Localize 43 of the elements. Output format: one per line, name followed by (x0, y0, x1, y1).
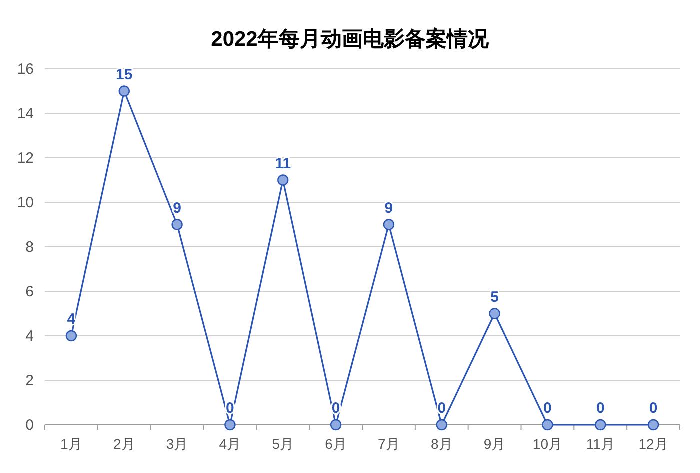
point (224, 419, 236, 431)
x-tick-label: 10月 (532, 436, 562, 452)
data-label: 9 (173, 200, 182, 217)
x-tick-label: 3月 (166, 436, 188, 452)
x-tick-label: 1月 (60, 436, 82, 452)
x-tick-label: 11月 (586, 436, 615, 452)
y-tick-label: 6 (26, 284, 34, 300)
data-label: 9 (384, 200, 394, 217)
data-label: 0 (596, 400, 605, 417)
x-tick-label: 8月 (430, 436, 453, 452)
point (330, 419, 342, 431)
data-label: 15 (116, 66, 133, 84)
point (278, 174, 289, 186)
data-label: 0 (544, 400, 552, 417)
point (118, 86, 130, 97)
point (648, 419, 660, 431)
x-tick-label: 12月 (638, 436, 668, 452)
y-tick-label: 2 (26, 372, 34, 390)
x-tick-label: 2月 (113, 436, 136, 452)
y-tick-label: 8 (26, 239, 34, 256)
data-label: 0 (438, 400, 446, 417)
y-tick-label: 14 (17, 106, 34, 122)
chart-title: 2022年每月动画电影备案情况 (211, 27, 490, 51)
point (436, 419, 448, 431)
y-tick-label: 10 (17, 194, 34, 212)
x-tick-label: 9月 (484, 436, 506, 452)
x-tick-label: 5月 (272, 436, 294, 452)
y-tick-label: 4 (26, 328, 34, 345)
y-tick-label: 12 (17, 150, 34, 167)
x-tick-label: 6月 (325, 436, 347, 452)
point (66, 330, 78, 342)
y-tick-label: 16 (17, 61, 34, 78)
data-label: 0 (649, 400, 658, 417)
data-label: 11 (275, 155, 292, 172)
y-tick-label: 0 (26, 417, 34, 434)
x-tick-label: 4月 (219, 436, 242, 452)
point (489, 308, 500, 320)
point (542, 419, 554, 431)
x-tick-label: 7月 (378, 436, 400, 452)
data-label: 5 (490, 288, 499, 306)
point (172, 219, 183, 230)
point (383, 219, 395, 230)
point (595, 419, 606, 431)
